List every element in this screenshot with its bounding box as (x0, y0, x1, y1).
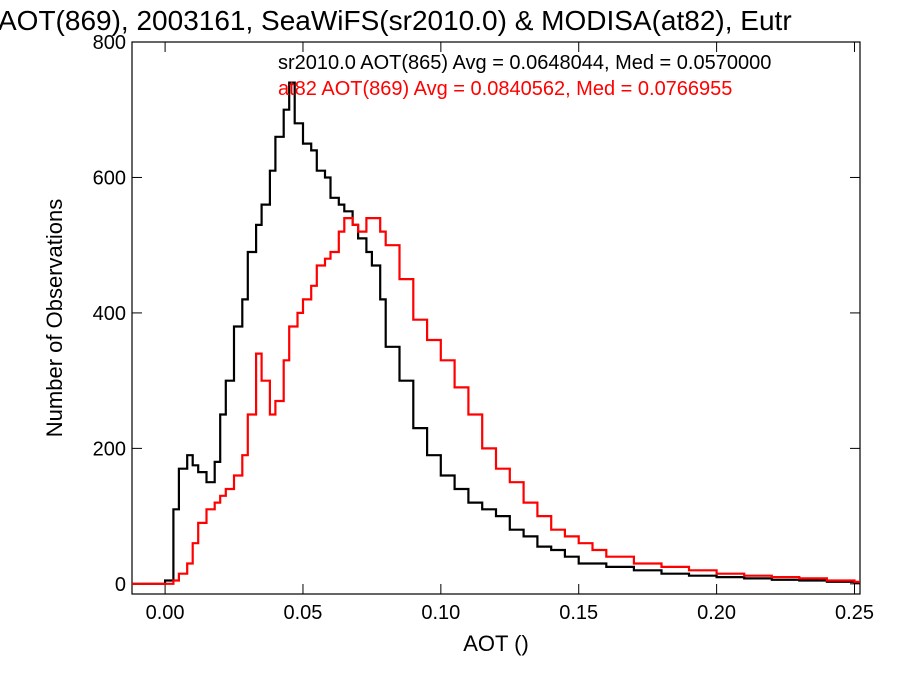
series-lines (132, 81, 860, 585)
series-line-at82 (132, 217, 860, 585)
y-tick-label: 600 (93, 167, 126, 189)
chart-title: AOT(869), 2003161, SeaWiFS(sr2010.0) & M… (0, 5, 792, 36)
legend-entry-black: sr2010.0 AOT(865) Avg = 0.0648044, Med =… (278, 52, 771, 74)
x-tick-label: 0.10 (421, 602, 460, 624)
y-tick-label: 400 (93, 303, 126, 325)
legend-entry-red: at82 AOT(869) Avg = 0.0840562, Med = 0.0… (278, 78, 732, 100)
series-line-sr2010 (132, 81, 860, 585)
y-axis: 0 200 400 600 800 (93, 32, 860, 596)
x-tick-label: 0.00 (146, 602, 185, 624)
x-tick-label: 0.05 (284, 602, 323, 624)
x-tick-label: 0.20 (697, 602, 736, 624)
x-axis-label: AOT () (463, 631, 529, 656)
y-tick-label: 200 (93, 438, 126, 460)
y-axis-label: Number of Observations (42, 199, 67, 437)
plot-frame (131, 41, 861, 595)
y-tick-label: 800 (93, 32, 126, 54)
x-axis: 0.00 0.05 0.10 0.15 0.20 0.25 (146, 42, 874, 624)
x-tick-label: 0.15 (559, 602, 598, 624)
y-tick-label: 0 (115, 574, 126, 596)
x-tick-label: 0.25 (835, 602, 874, 624)
